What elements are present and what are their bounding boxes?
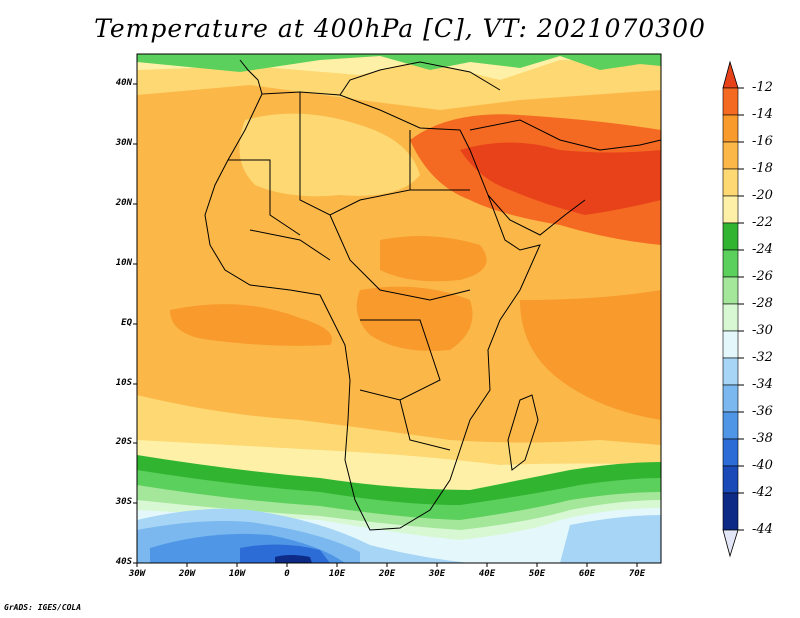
temperature-field — [137, 54, 661, 563]
colorbar-label: -28 — [752, 296, 773, 311]
lat-label: 40S — [115, 557, 132, 567]
colorbar-label: -44 — [752, 522, 773, 537]
field-ethiopia — [380, 236, 487, 282]
lat-label: 30S — [115, 497, 132, 507]
colorbar-label: -42 — [752, 485, 773, 500]
field-eq-west — [170, 304, 332, 346]
lon-label: 30W — [128, 569, 146, 579]
colorbar-label: -22 — [752, 215, 773, 230]
lon-label: 30E — [428, 569, 446, 579]
colorbar-label: -40 — [752, 458, 773, 473]
map-frame — [136, 53, 662, 564]
lon-label: 50E — [528, 569, 546, 579]
asia-coast — [469, 119, 661, 151]
colorbar-label: -26 — [752, 269, 773, 284]
field-eq-central — [356, 286, 473, 351]
field-indian-ocean — [520, 290, 661, 420]
field-mideast-hot — [460, 142, 661, 215]
colorbar-label: -36 — [752, 404, 773, 419]
border-5 — [359, 319, 441, 401]
border-3 — [329, 214, 471, 301]
colorbar-label: -16 — [752, 134, 773, 149]
colorbar-label: -24 — [752, 242, 773, 257]
africa-outline — [204, 91, 541, 531]
lon-label: 10W — [228, 569, 246, 579]
footer-credit: GrADS: IGES/COLA — [4, 603, 82, 612]
lon-label: 60E — [578, 569, 596, 579]
lat-label: 10N — [115, 258, 132, 268]
colorbar-label: -32 — [752, 350, 773, 365]
colorbar-label: -34 — [752, 377, 773, 392]
lat-label: 20S — [115, 437, 132, 447]
colorbar-label: -30 — [752, 323, 773, 338]
field-sahara-pale — [239, 113, 420, 197]
colorbar-label: -38 — [752, 431, 773, 446]
border-7 — [249, 229, 331, 261]
lat-label: 20N — [115, 198, 132, 208]
border-2 — [228, 159, 301, 236]
border-6 — [399, 399, 451, 451]
madagascar-outline — [507, 394, 539, 471]
lon-label: 0 — [284, 569, 290, 579]
border-1 — [299, 92, 411, 216]
lon-label: 20W — [178, 569, 196, 579]
colorbar-label: -12 — [752, 80, 773, 95]
coastlines — [204, 59, 661, 531]
field-north-green — [137, 54, 661, 72]
lon-label: 20E — [378, 569, 396, 579]
colorbar-label: -20 — [752, 188, 773, 203]
europe-coast — [339, 61, 501, 96]
lon-label: 40E — [478, 569, 496, 579]
colorbar-cap-bottom — [722, 529, 739, 558]
lon-label: 10E — [328, 569, 346, 579]
lon-label: 70E — [628, 569, 646, 579]
colorbar-label: -14 — [752, 107, 773, 122]
colorbar-cap-top — [722, 60, 739, 89]
field-blue-1-east — [560, 515, 661, 563]
colorbar-label: -18 — [752, 161, 773, 176]
colorbar — [722, 60, 744, 558]
axis-ticks — [133, 83, 638, 567]
arabia-coast — [487, 194, 586, 236]
lat-label: 10S — [115, 378, 132, 388]
field-blue-5 — [275, 555, 312, 563]
lat-label: EQ — [121, 318, 132, 328]
lat-label: 40N — [115, 78, 132, 88]
chart-title: Temperature at 400hPa [C], VT: 202107030… — [94, 14, 706, 43]
iberia-coast — [239, 59, 263, 95]
lat-label: 30N — [115, 138, 132, 148]
